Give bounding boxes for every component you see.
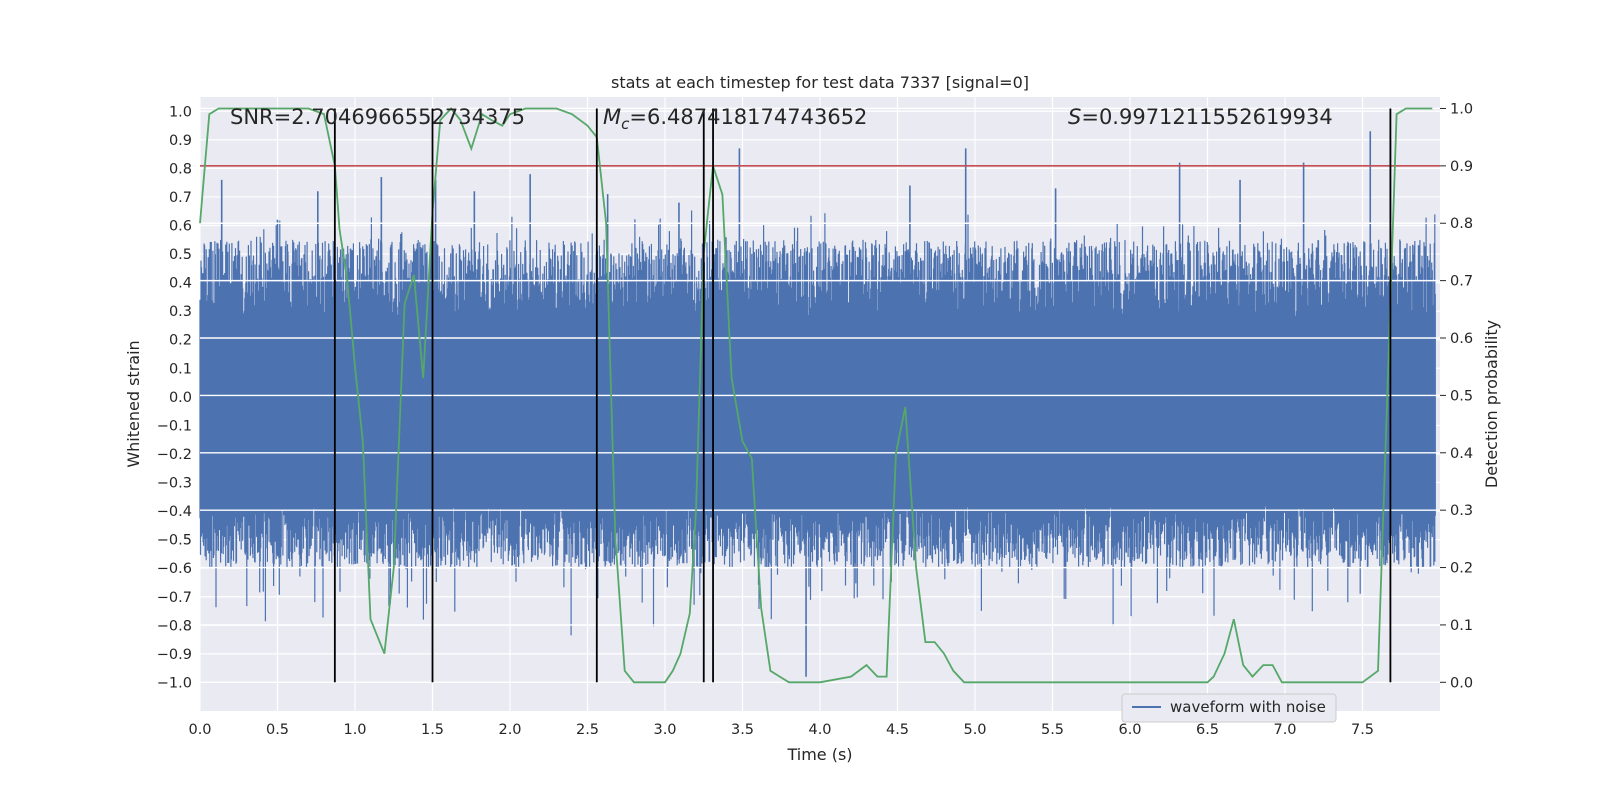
y-right-tick-label: 0.7: [1450, 274, 1473, 290]
y-left-tick-label: 0.6: [169, 219, 192, 235]
x-tick-label: 0.0: [188, 722, 211, 738]
y-right-tick-label: 1.0: [1450, 101, 1473, 117]
y-left-tick-label: −1.0: [157, 675, 192, 691]
x-tick-label: 7.5: [1351, 722, 1374, 738]
y-left-tick-label: −0.8: [157, 618, 192, 634]
y-right-tick-label: 0.0: [1450, 675, 1473, 691]
s-annotation: S=0.9971211552619934: [1068, 105, 1333, 129]
y-left-tick-label: −0.7: [157, 590, 192, 606]
y-left-tick-label: 0.9: [169, 133, 192, 149]
y-left-tick-label: 0.0: [169, 390, 192, 406]
y-left-tick-label: 0.8: [169, 161, 192, 177]
y-left-tick-label: 0.7: [169, 190, 192, 206]
y-right-tick-label: 0.9: [1450, 159, 1473, 175]
x-tick-label: 7.0: [1273, 722, 1296, 738]
snr-annotation: SNR=2.7046966552734375: [230, 105, 525, 129]
probability-line: [199, 107, 1433, 684]
x-tick-label: 5.5: [1041, 722, 1064, 738]
y-axis-label-left: Whitened strain: [124, 340, 143, 467]
x-tick-label: 2.5: [576, 722, 599, 738]
y-left-tick-label: −0.3: [157, 476, 192, 492]
x-tick-label: 6.0: [1118, 722, 1141, 738]
event-lines-layer: [333, 108, 1392, 683]
x-tick-label: 3.0: [653, 722, 676, 738]
chart-title: stats at each timestep for test data 733…: [611, 73, 1029, 92]
y-right-tick-label: 0.2: [1450, 561, 1473, 577]
y-right-tick-label: 0.6: [1450, 331, 1473, 347]
y-left-tick-label: −0.9: [157, 647, 192, 663]
x-tick-label: 4.5: [886, 722, 909, 738]
y-left-tick-label: 1.0: [169, 104, 192, 120]
s-symbol: S: [1068, 105, 1081, 129]
s-value: =0.9971211552619934: [1081, 105, 1332, 129]
y-right-tick-label: 0.4: [1450, 446, 1473, 462]
mc-symbol: M: [603, 105, 621, 129]
y-left-tick-label: 0.2: [169, 333, 192, 349]
y-right-tick-label: 0.1: [1450, 618, 1473, 634]
y-right-tick-label: 0.5: [1450, 388, 1473, 404]
x-tick-label: 3.5: [731, 722, 754, 738]
mc-annotation: Mc=6.487418174743652: [603, 105, 867, 133]
ticks-layer: 0.0 0.5 1.0 1.5 2.0 2.5 3.0 3.5 4.0 4.5 5.0 5.5 6.0 6…: [157, 101, 1473, 738]
x-tick-label: 5.0: [963, 722, 986, 738]
x-tick-label: 6.5: [1196, 722, 1219, 738]
y-left-tick-label: −0.2: [157, 447, 192, 463]
legend-label: waveform with noise: [1170, 698, 1326, 716]
legend-box: [1121, 693, 1337, 723]
x-tick-label: 1.5: [421, 722, 444, 738]
x-axis-label: Time (s): [786, 745, 852, 764]
y-left-tick-label: −0.6: [157, 561, 192, 577]
y-axis-label-right: Detection probability: [1482, 320, 1501, 488]
y-right-tick-label: 0.3: [1450, 503, 1473, 519]
legend: waveform with noise: [1121, 693, 1337, 723]
y-left-tick-label: 0.1: [169, 361, 192, 377]
y-left-tick-label: −0.5: [157, 533, 192, 549]
probability-layer: [199, 107, 1433, 684]
mc-subscript: c: [621, 115, 630, 133]
y-left-tick-label: 0.5: [169, 247, 192, 263]
y-left-tick-label: 0.4: [169, 276, 192, 292]
y-left-tick-label: −0.4: [157, 504, 192, 520]
x-tick-label: 1.0: [343, 722, 366, 738]
y-right-tick-label: 0.8: [1450, 216, 1473, 232]
x-tick-label: 2.0: [498, 722, 521, 738]
x-tick-label: 4.0: [808, 722, 831, 738]
x-tick-label: 0.5: [266, 722, 289, 738]
y-left-tick-label: 0.3: [169, 304, 192, 320]
y-left-tick-label: −0.1: [157, 418, 192, 434]
mc-value: =6.487418174743652: [629, 105, 867, 129]
